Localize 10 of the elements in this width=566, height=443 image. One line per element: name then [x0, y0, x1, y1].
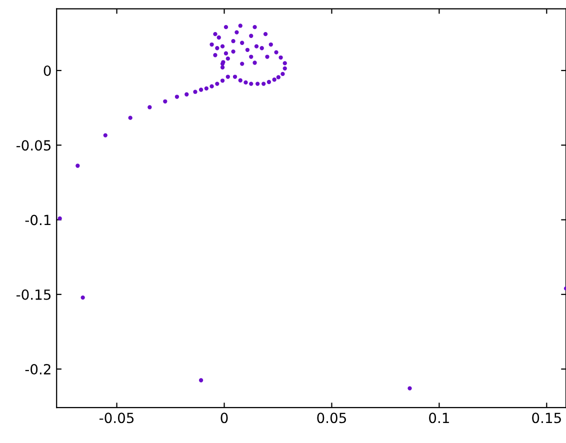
y-tick-label: -0.1: [25, 214, 50, 226]
y-tick-label: -0.05: [16, 140, 51, 151]
y-tick-label: 0: [44, 65, 51, 76]
y-tick-label: -0.15: [16, 289, 51, 300]
x-tick-label: 0.1: [429, 412, 449, 424]
x-tick-label: 0.05: [317, 412, 346, 424]
x-tick-label: -0.05: [99, 412, 134, 424]
x-tick-label: 0: [220, 412, 228, 424]
x-tick-label: 0.15: [532, 412, 561, 424]
y-tick-label: -0.2: [25, 364, 50, 375]
